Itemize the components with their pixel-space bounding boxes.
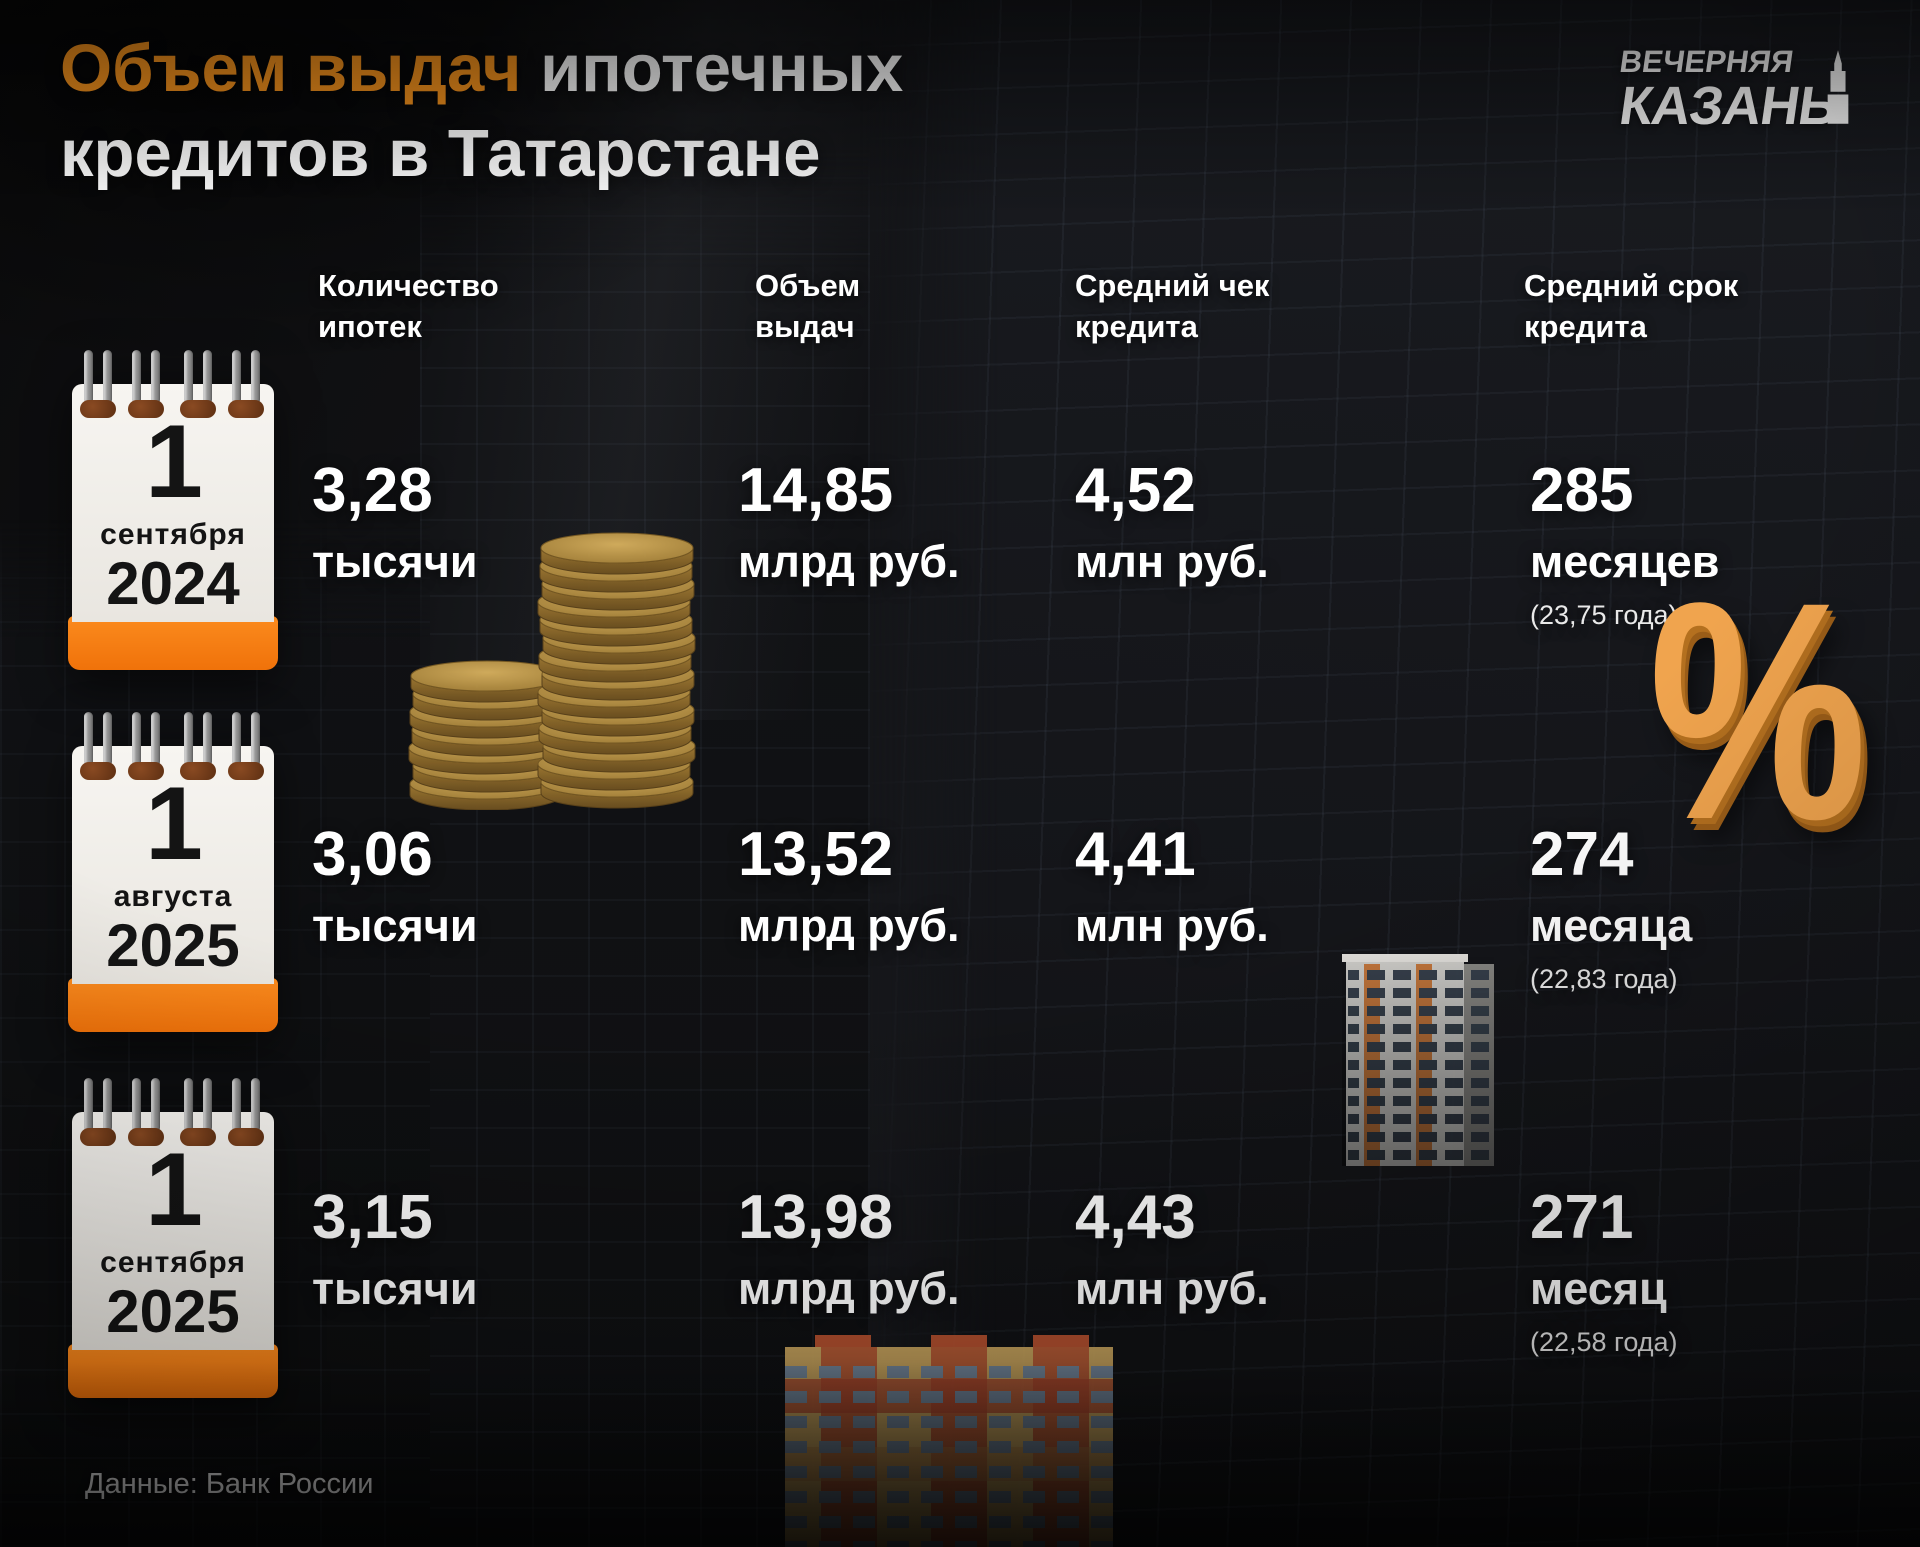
calendar-orange-strip — [68, 978, 278, 1032]
calendar-orange-strip — [68, 616, 278, 670]
col-header-line: Количество — [318, 268, 499, 303]
cell-unit: млрд руб. — [738, 900, 960, 952]
highrise-building-image — [1342, 954, 1494, 1166]
title-line-1: Объем выдач ипотечных — [60, 26, 903, 111]
cell-unit: тысячи — [312, 1263, 478, 1315]
title-accent: Объем выдач — [60, 31, 522, 106]
calendar-day: 1 — [145, 766, 203, 882]
ring-icon — [80, 712, 116, 782]
coin-stacks-image — [408, 532, 696, 810]
cell-avg-check-row2: 4,41 млн руб. — [1075, 822, 1269, 948]
col-header-line: Объем — [755, 268, 861, 303]
cell-unit: млн руб. — [1075, 900, 1269, 952]
page-title: Объем выдач ипотечных кредитов в Татарст… — [60, 26, 903, 196]
cell-unit: месяца — [1530, 900, 1693, 952]
cell-avg-check-row3: 4,43 млн руб. — [1075, 1185, 1269, 1311]
cell-number: 4,41 — [1075, 820, 1196, 889]
col-header-avg-term: Средний срок кредита — [1524, 266, 1738, 348]
cell-number: 13,52 — [738, 820, 894, 889]
ring-icon — [180, 350, 216, 420]
title-rest: ипотечных — [540, 31, 904, 106]
cell-unit: месяц — [1530, 1263, 1667, 1315]
col-header-line: кредита — [1524, 308, 1647, 344]
calendar-rings — [72, 350, 274, 420]
calendar-year: 2025 — [106, 1278, 240, 1345]
calendar-1-september-2024: 1 сентября 2024 — [68, 350, 278, 670]
col-header-mortgage-count: Количество ипотек — [318, 266, 499, 348]
cell-count-row2: 3,06 тысячи — [312, 822, 478, 948]
ring-icon — [180, 712, 216, 782]
cell-unit: млн руб. — [1075, 1263, 1269, 1315]
ring-icon — [228, 1078, 264, 1148]
calendar-month: сентября — [100, 1246, 246, 1279]
calendar-year: 2025 — [106, 912, 240, 979]
cell-number: 4,43 — [1075, 1183, 1196, 1252]
ring-icon — [128, 712, 164, 782]
cell-number: 271 — [1530, 1183, 1634, 1252]
ring-icon — [80, 350, 116, 420]
col-header-avg-check: Средний чек кредита — [1075, 266, 1269, 348]
calendar-1-august-2025: 1 августа 2025 — [68, 712, 278, 1032]
ring-icon — [228, 350, 264, 420]
cell-unit: тысячи — [312, 900, 478, 952]
calendar-month: августа — [113, 880, 233, 913]
ring-icon — [128, 350, 164, 420]
cell-count-row3: 3,15 тысячи — [312, 1185, 478, 1311]
ring-icon — [128, 1078, 164, 1148]
cell-note: (22,58 года) — [1530, 1327, 1678, 1358]
col-header-line: ипотек — [318, 308, 422, 344]
logo-line-1: ВЕЧЕРНЯЯ — [1617, 44, 1796, 79]
cell-unit: млн руб. — [1075, 536, 1269, 588]
data-source: Данные: Банк России — [85, 1468, 374, 1500]
title-line-2: кредитов в Татарстане — [60, 116, 821, 192]
cell-number: 13,98 — [738, 1183, 894, 1252]
cell-number: 3,15 — [312, 1183, 433, 1252]
cell-number: 14,85 — [738, 456, 894, 525]
calendar-day: 1 — [145, 404, 203, 520]
calendar-orange-strip — [68, 1344, 278, 1398]
cell-note: (22,83 года) — [1530, 964, 1678, 995]
cell-volume-row3: 13,98 млрд руб. — [738, 1185, 960, 1311]
kremlin-tower-icon — [1827, 50, 1849, 124]
cell-unit: млрд руб. — [738, 536, 960, 588]
cell-number: 3,06 — [312, 820, 433, 889]
col-header-line: выдач — [755, 308, 855, 344]
cell-number: 4,52 — [1075, 456, 1196, 525]
calendar-rings — [72, 712, 274, 782]
cell-number: 3,28 — [312, 456, 433, 525]
publisher-logo: ВЕЧЕРНЯЯ КАЗАНЬ — [1616, 44, 1849, 136]
calendar-rings — [72, 1078, 274, 1148]
calendar-month: сентября — [100, 518, 246, 551]
apartment-building-image — [785, 1335, 1113, 1547]
col-header-line: кредита — [1075, 308, 1198, 344]
cell-volume-row2: 13,52 млрд руб. — [738, 822, 960, 948]
col-header-line: Средний срок — [1524, 268, 1739, 303]
ring-icon — [180, 1078, 216, 1148]
calendar-year: 2024 — [106, 550, 240, 617]
cell-volume-row1: 14,85 млрд руб. — [738, 458, 960, 584]
calendar-day: 1 — [145, 1132, 203, 1248]
ring-icon — [80, 1078, 116, 1148]
calendar-1-september-2025: 1 сентября 2025 — [68, 1078, 278, 1398]
col-header-volume: Объем выдач — [755, 266, 860, 348]
cell-avg-term-row3: 271 месяц (22,58 года) — [1530, 1185, 1678, 1356]
col-header-line: Средний чек — [1075, 268, 1270, 303]
logo-line-2: КАЗАНЬ — [1615, 76, 1841, 136]
cell-number: 285 — [1530, 456, 1634, 525]
ring-icon — [228, 712, 264, 782]
percent-sign-image: % — [1642, 537, 1874, 884]
cell-avg-check-row1: 4,52 млн руб. — [1075, 458, 1269, 584]
cell-unit: млрд руб. — [738, 1263, 960, 1315]
